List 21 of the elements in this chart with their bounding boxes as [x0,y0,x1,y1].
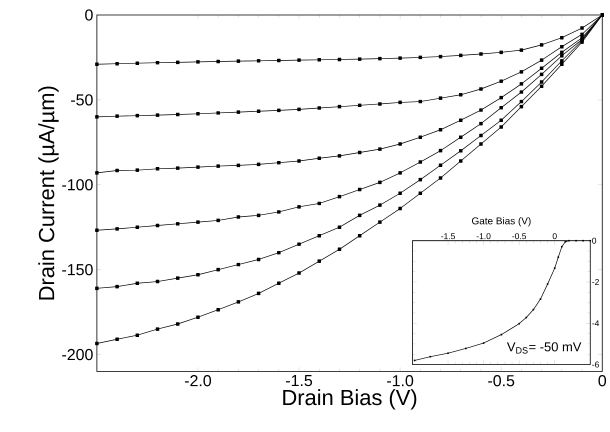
y-tick-label: -50 [71,94,93,106]
y-tick-label: 0 [85,9,93,20]
x-tick-label: -0.5 [488,374,514,386]
x-tick-label: -1.0 [476,232,491,239]
x-axis-title: Gate Bias (V) [472,216,531,226]
x-tick-label: -2.0 [184,374,212,386]
y-axis-title: Drain Current (µA/µm) [38,86,59,300]
x-tick-label: -1.5 [441,233,455,239]
x-axis-title: Drain Bias (V) [283,388,416,410]
y-tick-label: 0 [592,237,596,244]
y-tick-label: -200 [62,348,93,360]
y-tick-label: -6 [592,361,599,368]
x-tick-label: 0 [552,232,557,239]
y-tick-label: -4 [592,320,600,326]
y-tick-label: -100 [62,178,93,190]
x-tick-label: -1.0 [387,374,414,386]
x-tick-label: -1.5 [286,374,312,386]
x-tick-label: -0.5 [512,232,526,239]
y-tick-label: -150 [62,264,93,276]
y-tick-label: -2 [592,278,599,285]
annotation: V$_{DS}$= -50 mV [506,342,582,354]
